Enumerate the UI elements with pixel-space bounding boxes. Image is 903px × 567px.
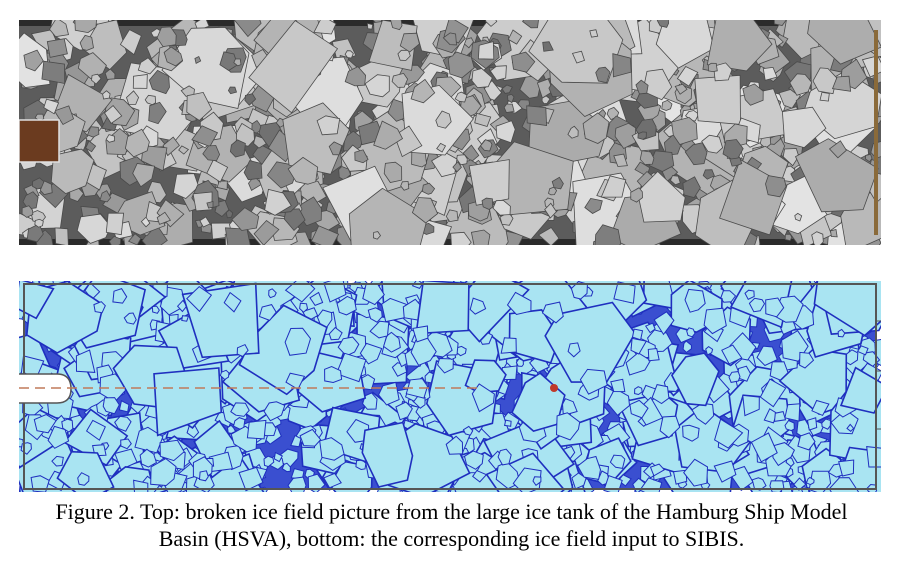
photo-ice-floes	[19, 20, 881, 245]
sibis-ice-field-input	[19, 281, 881, 492]
figure-caption: Figure 2. Top: broken ice field picture …	[0, 498, 903, 552]
sim-marker	[550, 384, 558, 392]
ice-field-photo	[19, 20, 881, 245]
caption-line-2: Basin (HSVA), bottom: the corresponding …	[158, 526, 745, 551]
model-ship-bow	[19, 119, 60, 163]
sibis-ice-field-image	[19, 281, 881, 492]
sim-ice-floes	[19, 281, 881, 492]
ice-field-photo-image	[19, 20, 881, 245]
sim-ship-hull	[19, 373, 72, 404]
tank-wall	[874, 30, 878, 235]
caption-line-1: Figure 2. Top: broken ice field picture …	[55, 499, 848, 524]
